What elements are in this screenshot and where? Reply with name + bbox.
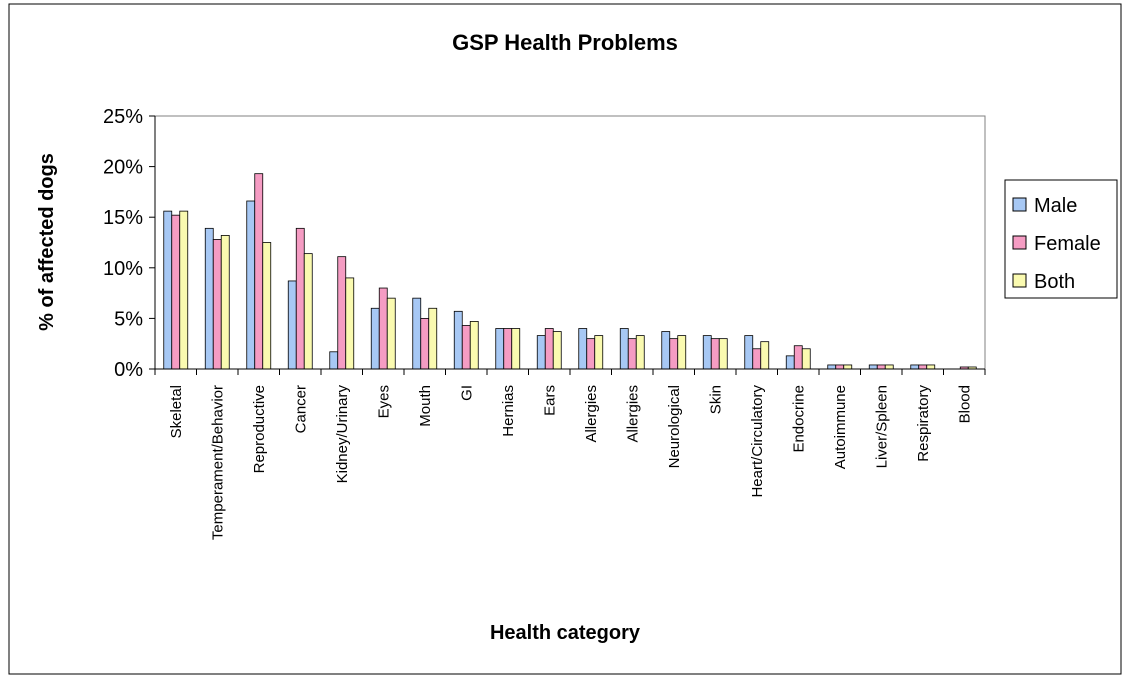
x-axis: Skeletal Temperament/Behavior Reproductive… xyxy=(154,368,986,540)
x-tick-label: Neurological xyxy=(666,385,683,468)
bar-male xyxy=(578,328,588,370)
bar-female xyxy=(378,287,388,370)
bar-male xyxy=(868,364,878,370)
bar-male xyxy=(536,335,546,370)
bar-female xyxy=(461,325,471,370)
x-tick-label: Mouth xyxy=(417,385,434,427)
legend: Male Female Both xyxy=(1004,179,1118,299)
bar-female xyxy=(876,364,886,370)
x-tick-label: Endocrine xyxy=(790,385,807,453)
bar-both xyxy=(926,364,936,370)
x-tick-label: Skeletal xyxy=(168,385,185,438)
plot-area-border xyxy=(154,115,986,370)
x-tick-label: Eyes xyxy=(375,385,392,418)
x-tick-label: Heart/Circulatory xyxy=(749,385,766,498)
bar-male xyxy=(287,280,297,370)
bar-female xyxy=(669,338,679,370)
y-tick-label: 10% xyxy=(103,258,143,280)
bar-male xyxy=(204,227,214,370)
bar-male xyxy=(453,310,463,370)
bar-male xyxy=(370,307,380,370)
x-axis-title: Health category xyxy=(490,622,641,644)
y-axis-title: % of affected dogs xyxy=(36,153,58,331)
y-tick-label: 15% xyxy=(103,207,143,229)
bar-female xyxy=(212,239,222,370)
x-tick-label: Cancer xyxy=(292,385,309,433)
bar-both xyxy=(760,341,770,370)
bar-female xyxy=(544,328,554,370)
bar-both xyxy=(511,328,521,370)
bar-female xyxy=(627,338,637,370)
bar-female xyxy=(586,338,596,370)
y-axis: 0% 5% 10% 15% 20% 25% xyxy=(103,106,156,381)
bar-male xyxy=(329,351,339,370)
bar-both xyxy=(262,242,272,370)
x-tick-label: Blood xyxy=(956,385,973,423)
y-tick-label: 20% xyxy=(103,157,143,179)
bar-male xyxy=(785,355,795,370)
bar-female xyxy=(337,256,347,370)
bar-male xyxy=(744,335,754,370)
bar-both xyxy=(303,253,313,370)
bar-male xyxy=(246,200,256,370)
bar-both xyxy=(345,277,355,370)
bar-female xyxy=(835,364,845,370)
x-tick-label: Ears xyxy=(541,385,558,416)
bar-male xyxy=(495,328,505,370)
bar-male xyxy=(827,364,837,370)
legend-swatch-both xyxy=(1012,273,1027,288)
bar-female xyxy=(420,317,430,370)
bar-male xyxy=(702,335,712,370)
legend-swatch-female xyxy=(1012,235,1027,250)
bar-female xyxy=(503,328,513,370)
bar-both xyxy=(594,335,604,370)
bar-female xyxy=(254,173,264,370)
bar-male xyxy=(910,364,920,370)
bar-female xyxy=(295,227,305,370)
bar-both xyxy=(386,297,396,370)
bar-male xyxy=(163,210,173,370)
bar-female xyxy=(752,348,762,370)
x-tick-label: Hernias xyxy=(500,385,517,437)
bar-both xyxy=(469,321,479,370)
x-tick-label: Reproductive xyxy=(251,385,268,473)
bar-both xyxy=(428,307,438,370)
bar-both xyxy=(884,364,894,370)
x-tick-label: Liver/Spleen xyxy=(873,385,890,468)
bar-male xyxy=(619,328,629,370)
bar-both xyxy=(635,335,645,370)
bar-female xyxy=(793,345,803,370)
legend-swatch-male xyxy=(1012,197,1027,212)
x-tick-label: Respiratory xyxy=(915,385,932,462)
x-tick-label: Autoimmune xyxy=(832,385,849,469)
legend-label-female: Female xyxy=(1034,233,1101,255)
y-tick-label: 0% xyxy=(114,359,143,381)
chart-title: GSP Health Problems xyxy=(452,30,678,55)
bar-both xyxy=(843,364,853,370)
bar-both xyxy=(552,331,562,370)
bar-female xyxy=(710,338,720,370)
y-tick-label: 5% xyxy=(114,308,143,330)
legend-label-both: Both xyxy=(1034,271,1075,293)
bar-female xyxy=(171,214,181,370)
x-tick-label: Kidney/Urinary xyxy=(334,385,351,484)
bar-both xyxy=(718,338,728,370)
x-tick-label: Allergies xyxy=(583,385,600,443)
bar-male xyxy=(661,331,671,370)
x-tick-label: GI xyxy=(458,385,475,401)
x-tick-label: Skin xyxy=(707,385,724,414)
bar-both xyxy=(801,348,811,370)
bar-both xyxy=(677,335,687,370)
x-tick-label: Temperament/Behavior xyxy=(209,385,226,540)
bar-female xyxy=(918,364,928,370)
x-tick-label: Allergies xyxy=(624,385,641,443)
y-tick-label: 25% xyxy=(103,106,143,128)
bar-both xyxy=(220,235,230,370)
legend-label-male: Male xyxy=(1034,195,1077,217)
bar-male xyxy=(412,297,422,370)
bar-both xyxy=(179,210,189,370)
